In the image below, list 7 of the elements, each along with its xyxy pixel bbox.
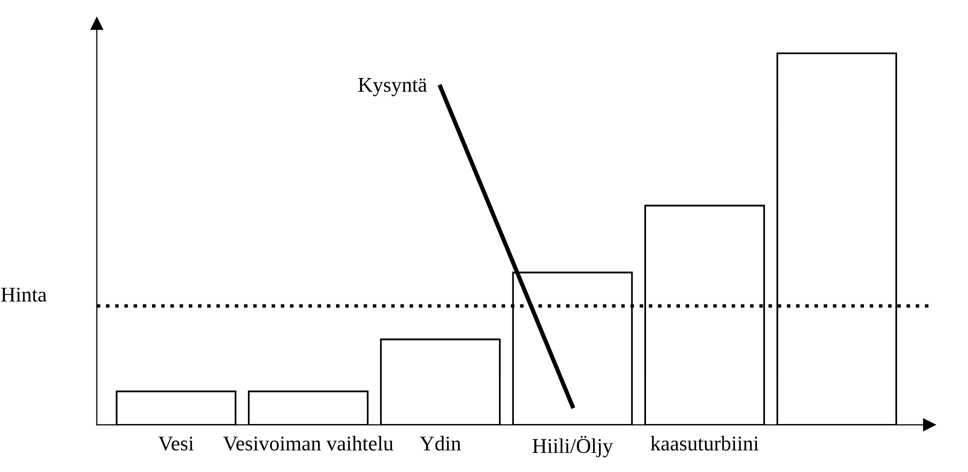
series-label: Kysyntä (358, 78, 427, 96)
x-tick-label: Hiili/Öljy (532, 436, 613, 458)
x-tick-label: Vesivoiman vaihtelu (223, 436, 394, 451)
x-tick-label: Ydin (420, 436, 461, 451)
x-tick-label: Vesi (158, 436, 194, 451)
ref-line-label: Hinta (1, 288, 47, 302)
x-tick-label: kaasuturbiini (650, 436, 759, 451)
